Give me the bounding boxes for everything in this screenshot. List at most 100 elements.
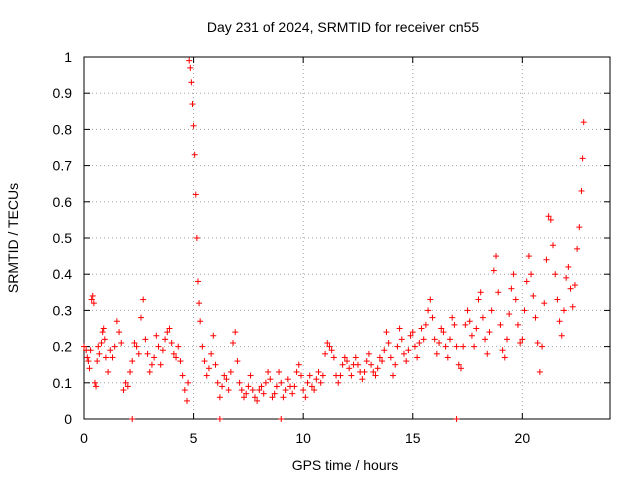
y-tick-label: 0.4 xyxy=(53,266,73,282)
data-point xyxy=(464,307,471,314)
data-point xyxy=(89,292,96,299)
data-point xyxy=(129,416,136,422)
data-point xyxy=(85,358,92,365)
data-point xyxy=(260,390,267,397)
data-point xyxy=(159,347,166,354)
data-point xyxy=(142,336,149,343)
data-point xyxy=(193,235,200,241)
data-point xyxy=(387,354,394,361)
data-point xyxy=(304,379,311,386)
data-point xyxy=(137,314,144,321)
x-tick-label: 0 xyxy=(80,430,88,446)
data-point xyxy=(394,343,401,350)
data-point xyxy=(530,292,537,299)
data-point xyxy=(276,368,283,375)
data-point xyxy=(175,343,182,350)
data-point xyxy=(300,387,307,394)
data-point xyxy=(543,256,550,263)
data-point xyxy=(411,343,418,350)
data-point xyxy=(574,245,581,252)
data-point xyxy=(284,376,291,383)
data-point xyxy=(319,372,326,379)
grid-lines xyxy=(84,57,610,419)
data-point xyxy=(324,339,331,346)
axis-ticks xyxy=(83,56,610,420)
data-point xyxy=(87,347,94,354)
data-point xyxy=(383,329,390,336)
data-point xyxy=(438,325,445,332)
data-point xyxy=(348,372,355,379)
data-point xyxy=(135,350,142,357)
data-point xyxy=(579,155,586,162)
x-tick-label: 5 xyxy=(190,430,198,446)
y-tick-label: 0.2 xyxy=(53,339,73,355)
data-point xyxy=(550,242,557,249)
data-point xyxy=(344,358,350,365)
data-point xyxy=(271,390,278,397)
data-point xyxy=(484,350,491,357)
data-point xyxy=(164,329,171,336)
data-point xyxy=(227,368,234,375)
data-point xyxy=(431,336,438,343)
y-tick-label: 0 xyxy=(64,411,72,427)
x-tick-label: 15 xyxy=(405,430,421,446)
data-point xyxy=(523,278,530,285)
data-point xyxy=(146,368,153,375)
data-point xyxy=(216,416,223,422)
data-point xyxy=(560,307,567,314)
data-point xyxy=(262,379,269,386)
data-point xyxy=(567,285,574,292)
data-point xyxy=(265,368,272,375)
data-point xyxy=(140,296,147,303)
data-point xyxy=(541,300,548,307)
data-point xyxy=(170,350,177,357)
data-point xyxy=(528,271,535,278)
data-point xyxy=(372,372,379,379)
data-point xyxy=(192,191,199,198)
data-point xyxy=(425,307,432,314)
data-point xyxy=(462,321,469,328)
data-point xyxy=(569,303,576,310)
data-point xyxy=(168,339,175,346)
data-point xyxy=(102,354,109,361)
data-point xyxy=(405,347,412,354)
data-point xyxy=(427,296,434,303)
data-point xyxy=(187,64,194,71)
data-point xyxy=(370,368,377,375)
chart-title: Day 231 of 2024, SRMTID for receiver cn5… xyxy=(207,19,480,35)
data-point xyxy=(453,343,460,350)
data-point xyxy=(306,372,313,379)
data-point xyxy=(499,347,506,354)
data-point xyxy=(153,332,160,339)
y-tick-label: 0.5 xyxy=(53,230,73,246)
data-point xyxy=(120,387,127,394)
data-point xyxy=(282,387,289,394)
data-point xyxy=(403,358,410,365)
x-tick-label: 10 xyxy=(295,430,311,446)
data-point xyxy=(534,339,541,346)
x-tick-label: 20 xyxy=(515,430,531,446)
data-point xyxy=(361,368,368,375)
data-point xyxy=(245,383,252,390)
data-point xyxy=(479,314,486,321)
data-point xyxy=(311,387,318,394)
data-point xyxy=(346,365,353,372)
data-point xyxy=(519,336,526,343)
data-point xyxy=(221,372,228,379)
data-point xyxy=(273,383,280,390)
data-point xyxy=(506,311,513,318)
data-point xyxy=(558,332,565,339)
data-point xyxy=(444,354,451,361)
data-point xyxy=(552,271,559,278)
data-point xyxy=(471,343,478,350)
data-point xyxy=(453,416,460,422)
data-point xyxy=(359,376,366,383)
data-point xyxy=(374,365,381,372)
data-point xyxy=(429,314,436,321)
data-point xyxy=(278,416,285,422)
data-point xyxy=(563,274,570,281)
data-point xyxy=(451,321,458,328)
data-point xyxy=(240,394,247,401)
data-point xyxy=(99,329,106,336)
